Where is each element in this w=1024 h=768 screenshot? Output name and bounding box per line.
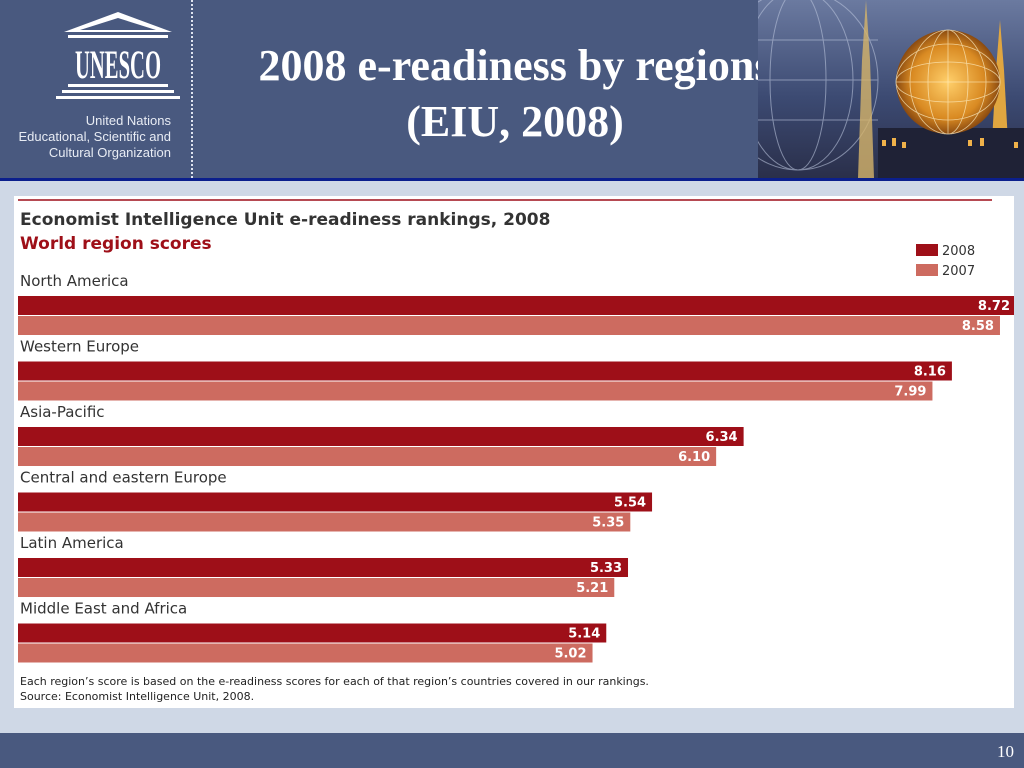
slide-title-line-1: 2008 e-readiness by regions [258, 41, 772, 90]
category-label-central-and-eastern-europe: Central and eastern Europe [20, 469, 227, 487]
unesco-temple-logo: UNESCO [56, 12, 180, 99]
bar-2008-north-america [18, 296, 1016, 315]
slide-title: 2008 e-readiness by regions (EIU, 2008) [200, 38, 830, 150]
organization-name: United Nations Educational, Scientific a… [0, 113, 171, 161]
data-label-2008-north-america: 8.72 [978, 299, 1010, 314]
bar-2007-middle-east-and-africa [18, 643, 593, 663]
bar-2007-latin-america [18, 578, 615, 597]
legend-swatch-2008 [916, 244, 938, 256]
unesco-wordmark: UNESCO [75, 42, 161, 87]
data-label-2007-western-europe: 7.99 [894, 385, 926, 400]
bar-2008-middle-east-and-africa [18, 623, 607, 643]
chart-legend: 2008 2007 [916, 244, 975, 279]
legend-swatch-2007 [916, 264, 938, 276]
unesco-logo-block: UNESCO United Nations Educational, Scien… [0, 0, 192, 178]
data-label-2007-asia-pacific: 6.10 [678, 450, 710, 465]
slide-title-line-2: (EIU, 2008) [406, 97, 624, 146]
chart-footnote: Each region’s score is based on the e-re… [20, 675, 649, 688]
bar-2007-western-europe [18, 381, 933, 401]
bar-2008-western-europe [18, 361, 952, 381]
chart: Economist Intelligence Unit e-readiness … [18, 199, 1016, 703]
dotted-divider [191, 0, 193, 178]
bar-2007-central-and-eastern-europe [18, 512, 631, 532]
chart-panel: Economist Intelligence Unit e-readiness … [14, 196, 1016, 708]
slide-footer: 10 [0, 733, 1024, 768]
bar-2008-asia-pacific [18, 427, 744, 446]
slide-header: UNESCO United Nations Educational, Scien… [0, 0, 1024, 178]
category-label-asia-pacific: Asia-Pacific [20, 403, 105, 421]
data-label-2008-central-and-eastern-europe: 5.54 [614, 496, 646, 511]
chart-source: Source: Economist Intelligence Unit, 200… [20, 690, 254, 703]
bar-2008-central-and-eastern-europe [18, 492, 653, 512]
data-label-2008-western-europe: 8.16 [914, 365, 946, 380]
category-label-western-europe: Western Europe [20, 338, 139, 356]
org-name-line-3: Cultural Organization [48, 145, 171, 160]
category-label-middle-east-and-africa: Middle East and Africa [20, 600, 187, 618]
data-label-2008-middle-east-and-africa: 5.14 [568, 627, 600, 642]
bar-2007-asia-pacific [18, 447, 717, 466]
chart-title: Economist Intelligence Unit e-readiness … [20, 210, 550, 230]
legend-label-2007: 2007 [942, 264, 975, 279]
bar-2008-latin-america [18, 558, 629, 577]
header-rule [0, 178, 1024, 181]
data-label-2008-asia-pacific: 6.34 [706, 430, 738, 445]
page-number: 10 [997, 742, 1014, 761]
data-label-2007-middle-east-and-africa: 5.02 [554, 647, 586, 662]
paris-night-photo [758, 0, 1024, 178]
plot-area: North America 8.72 8.58 Western Europe 8.16 7… [18, 272, 1016, 663]
bar-2007-north-america [18, 316, 1000, 335]
category-label-north-america: North America [20, 272, 129, 290]
category-label-latin-america: Latin America [20, 534, 124, 552]
org-name-line-1: United Nations [85, 113, 171, 128]
legend-label-2008: 2008 [942, 244, 975, 259]
org-name-line-2: Educational, Scientific and [18, 129, 171, 144]
data-label-2008-latin-america: 5.33 [590, 561, 622, 576]
data-label-2007-latin-america: 5.21 [576, 581, 608, 596]
chart-subtitle: World region scores [20, 234, 212, 254]
data-label-2007-north-america: 8.58 [962, 319, 994, 334]
data-label-2007-central-and-eastern-europe: 5.35 [592, 516, 624, 531]
